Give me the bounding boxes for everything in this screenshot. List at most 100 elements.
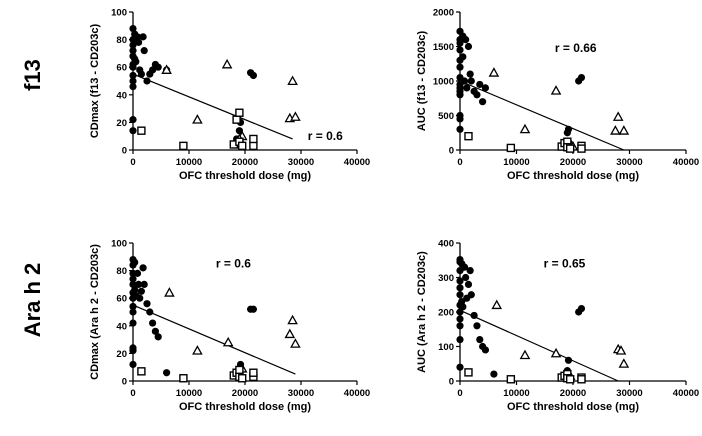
data-point-circle (129, 41, 137, 49)
data-point-circle (129, 82, 137, 91)
y-axis-label: CDmax (f13 - CD203c) (89, 24, 101, 139)
data-point-square (577, 375, 586, 384)
y-tick-label: 80 (116, 35, 127, 46)
data-point-circle (466, 267, 474, 275)
data-point-square (137, 367, 146, 376)
data-point-triangle (287, 314, 298, 325)
data-point-triangle (222, 336, 234, 347)
data-point-circle (143, 77, 151, 85)
data-point-circle (129, 47, 137, 55)
x-tick-label: 30000 (288, 157, 314, 168)
data-point-circle (456, 39, 464, 47)
data-point-square (137, 126, 146, 135)
data-point-triangle (618, 125, 630, 135)
data-point-circle (456, 277, 464, 285)
y-tick-label: 2000 (433, 8, 454, 19)
data-point-square (235, 108, 244, 117)
data-point-triangle (287, 75, 298, 86)
data-point-triangle (290, 338, 301, 348)
data-point-circle (139, 264, 147, 272)
data-point-square (464, 368, 473, 377)
data-point-circle (135, 280, 143, 288)
data-point-circle (467, 77, 475, 85)
data-point-circle (129, 360, 137, 369)
data-point-triangle (161, 64, 172, 74)
data-point-square (565, 375, 575, 384)
correlation-annotation: r = 0.65 (544, 257, 586, 271)
y-tick-label: 60 (116, 294, 127, 305)
data-point-square (506, 375, 516, 384)
data-point-circle (467, 291, 475, 299)
x-tick-label: 40000 (673, 388, 699, 399)
x-tick-label: 40000 (344, 388, 370, 399)
data-point-square (464, 131, 473, 141)
y-tick-label: 200 (438, 308, 454, 319)
data-point-circle (479, 98, 487, 106)
data-point-triangle (550, 85, 562, 95)
data-point-square (506, 143, 516, 153)
data-point-circle (463, 84, 471, 92)
data-point-circle (154, 333, 162, 341)
y-tick-label: 1000 (433, 77, 454, 88)
x-tick-label: 10000 (503, 157, 529, 168)
data-point-triangle (550, 347, 562, 358)
x-axis-label: OFC threshold dose (mg) (507, 170, 639, 182)
y-tick-label: 400 (438, 239, 454, 250)
data-point-circle (151, 327, 159, 335)
x-tick-label: 10000 (176, 388, 202, 399)
x-axis-label: OFC threshold dose (mg) (507, 401, 639, 413)
x-tick-label: 20000 (560, 388, 586, 399)
data-point-circle (129, 347, 137, 355)
data-point-circle (466, 70, 474, 78)
data-point-circle (139, 33, 147, 41)
data-point-triangle (612, 111, 624, 121)
x-tick-label: 10000 (176, 157, 202, 168)
x-tick-label: 0 (457, 388, 462, 399)
correlation-annotation: r = 0.6 (216, 257, 251, 271)
data-point-circle (460, 77, 469, 85)
data-point-circle (154, 63, 162, 71)
y-tick-label: 1500 (433, 42, 454, 53)
data-point-circle (149, 319, 157, 327)
x-tick-label: 20000 (232, 388, 258, 399)
y-axis-label: AUC (f13 - CD203c) (416, 31, 428, 132)
data-point-circle (131, 286, 139, 294)
data-point-triangle (519, 349, 531, 360)
data-point-circle (473, 322, 481, 330)
data-point-circle (459, 53, 467, 61)
data-point-circle (129, 77, 137, 85)
data-point-circle (456, 115, 464, 123)
y-tick-label: 0 (449, 377, 454, 388)
data-point-circle (143, 300, 151, 308)
data-point-circle (564, 356, 573, 364)
data-point-circle (456, 336, 464, 344)
data-point-circle (577, 304, 586, 313)
data-point-triangle (164, 287, 175, 297)
y-axis-label: AUC (Ara h 2 - CD203c) (416, 251, 428, 373)
data-point-triangle (519, 123, 531, 134)
data-point-square (565, 144, 575, 153)
data-point-triangle (618, 358, 630, 368)
data-point-square (249, 368, 258, 377)
x-tick-label: 40000 (344, 157, 370, 168)
x-tick-label: 30000 (616, 157, 642, 168)
data-point-square (179, 374, 188, 383)
data-point-circle (456, 91, 464, 99)
data-point-triangle (488, 67, 500, 77)
data-point-circle (131, 258, 139, 266)
data-point-circle (456, 363, 464, 371)
data-point-circle (129, 308, 137, 316)
y-tick-label: 100 (111, 8, 127, 19)
data-point-square (237, 141, 247, 151)
data-point-circle (462, 273, 470, 282)
data-point-circle (456, 125, 464, 133)
x-tick-label: 0 (457, 157, 462, 168)
data-point-circle (129, 280, 137, 288)
data-point-circle (577, 73, 586, 82)
data-point-triangle (192, 345, 203, 355)
data-point-square (237, 374, 247, 383)
data-point-triangle (192, 114, 203, 124)
data-point-circle (137, 70, 145, 78)
data-point-circle (464, 280, 473, 288)
